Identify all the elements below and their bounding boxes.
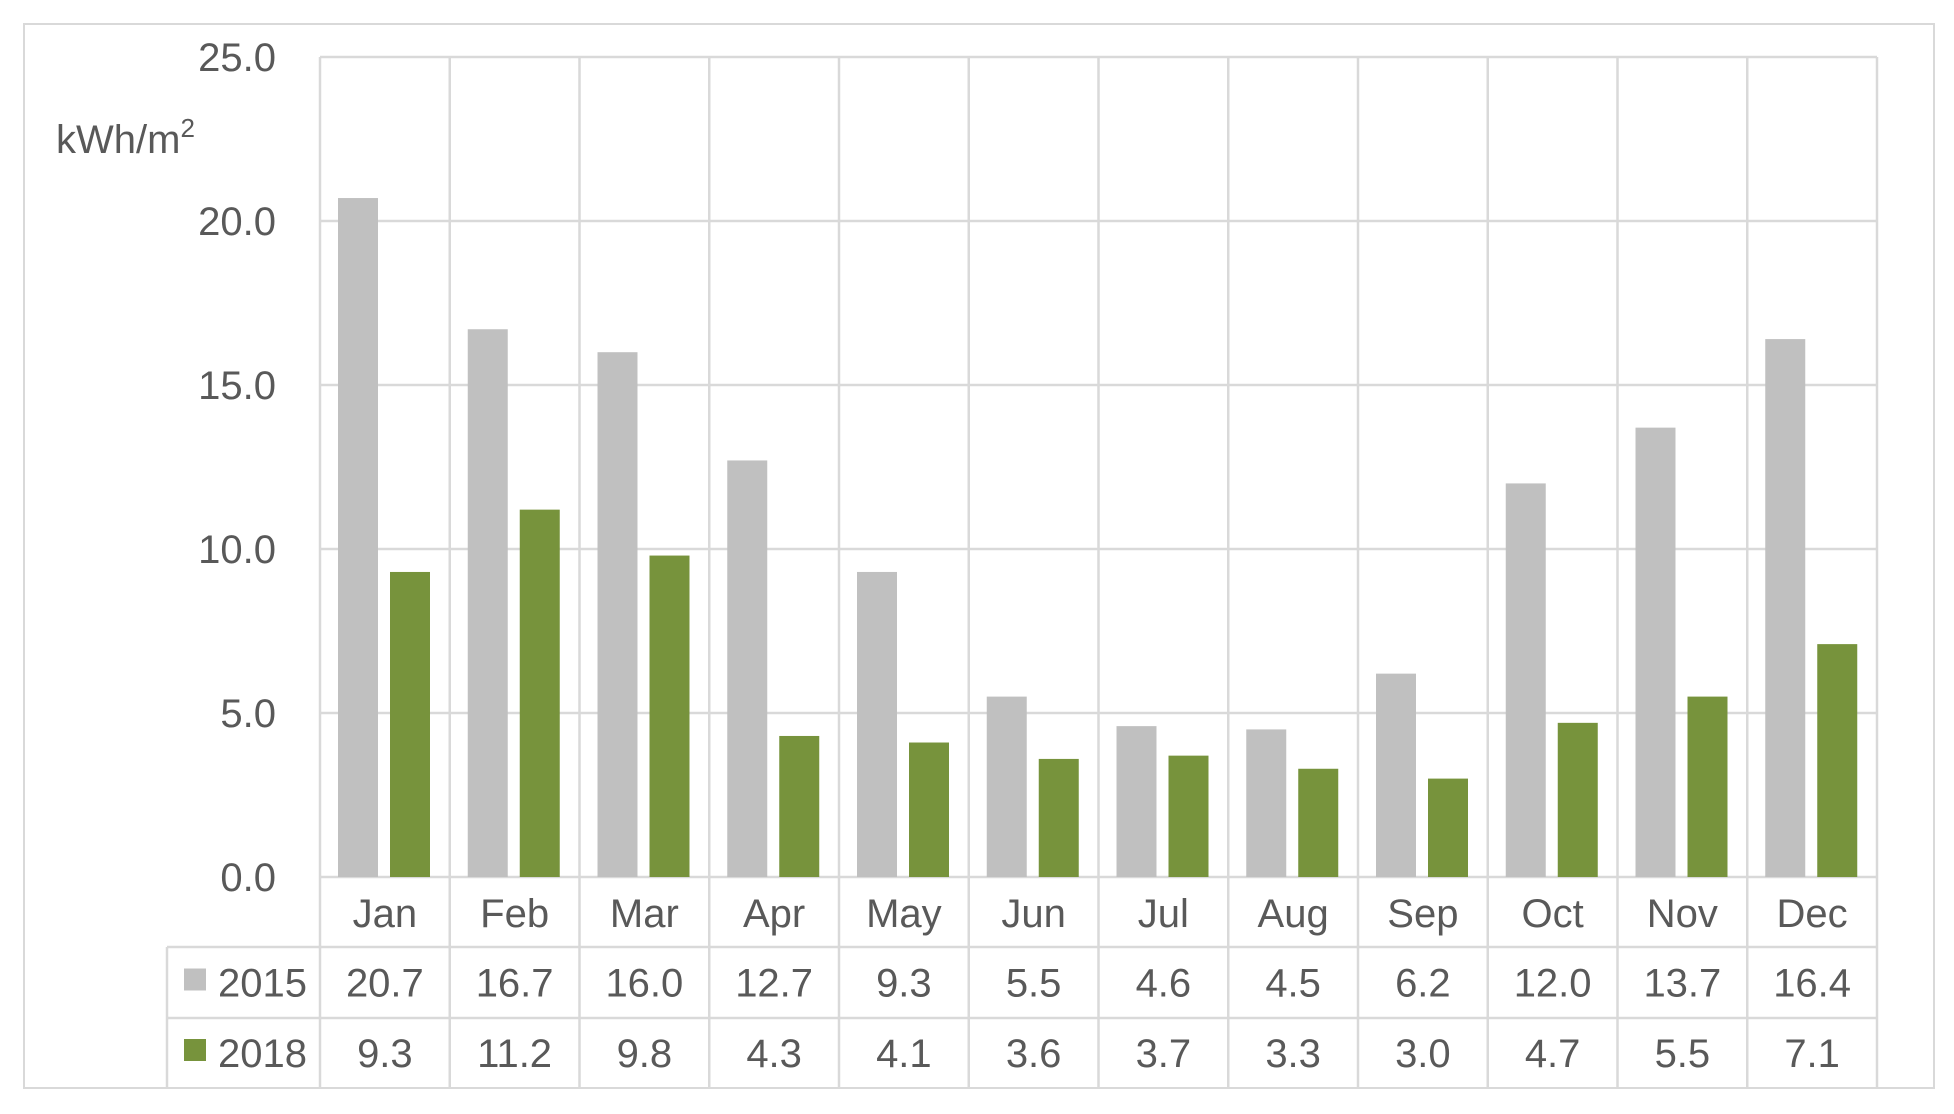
y-tick-label: 5.0 [220,692,276,736]
data-table-value: 9.3 [357,1032,413,1076]
x-tick-label: Mar [610,892,679,936]
bar-2018-oct [1557,722,1598,877]
bar-2018-jul [1168,755,1209,877]
y-tick-label: 10.0 [198,528,276,572]
data-table-value: 4.5 [1265,962,1321,1006]
bar-2015-sep [1376,673,1416,877]
x-tick-label: May [866,892,942,936]
data-table-value: 5.5 [1006,962,1062,1006]
legend-label: 2018 [218,1032,307,1076]
x-tick-label: Apr [743,892,805,936]
legend-label: 2015 [218,962,307,1006]
data-table-value: 6.2 [1395,962,1451,1006]
data-table-value: 3.3 [1265,1032,1321,1076]
data-table-value: 9.8 [617,1032,673,1076]
y-axis-label: kWh/m2 [56,113,195,162]
data-table-value: 3.6 [1006,1032,1062,1076]
bar-2018-mar [649,555,690,877]
bar-2018-aug [1298,768,1339,877]
bar-2018-jan [390,571,430,877]
data-table-value: 3.0 [1395,1032,1451,1076]
data-table-value: 12.7 [735,962,813,1006]
bar-2018-may [909,742,949,877]
data-table-value: 4.3 [746,1032,802,1076]
bar-2015-jul [1116,726,1157,877]
bar-2018-sep [1428,778,1468,877]
bar-2015-may [857,571,897,877]
data-table-value: 5.5 [1655,1032,1711,1076]
data-table-value: 13.7 [1643,962,1721,1006]
x-tick-label: Jun [1001,892,1066,936]
legend-key-2018 [184,1039,206,1061]
data-table-value: 7.1 [1784,1032,1840,1076]
bar-2018-apr [779,735,820,877]
bar-2015-apr [727,460,768,877]
x-tick-label: Oct [1522,892,1584,936]
x-tick-label: Dec [1777,892,1848,936]
data-table-value: 9.3 [876,962,932,1006]
x-tick-label: Sep [1387,892,1458,936]
x-tick-label: Jul [1138,892,1189,936]
bar-2018-feb [519,509,560,877]
data-table-value: 4.7 [1525,1032,1581,1076]
bar-2015-dec [1765,339,1806,878]
bar-2015-oct [1505,483,1546,877]
bar-2015-aug [1246,729,1287,877]
y-tick-label: 20.0 [198,200,276,244]
bar-2018-dec [1817,644,1858,877]
data-table-value: 16.0 [605,962,683,1006]
data-table-value: 11.2 [477,1032,552,1076]
bar-2018-jun [1038,758,1079,877]
bar-2015-jan [338,198,378,878]
bar-2015-nov [1635,427,1676,877]
y-tick-label: 25.0 [198,36,276,80]
bar-2015-mar [597,352,638,877]
y-tick-label: 0.0 [220,856,276,900]
data-table-value: 16.4 [1773,962,1851,1006]
data-table-value: 4.6 [1136,962,1192,1006]
x-tick-label: Feb [480,892,549,936]
y-axis-label-superscript: 2 [180,113,194,143]
data-table-value: 4.1 [876,1032,932,1076]
bar-2018-nov [1687,696,1728,877]
legend-key-2015 [184,968,206,991]
bar-2015-feb [467,329,508,877]
data-table-value: 3.7 [1136,1032,1192,1076]
x-tick-label: Aug [1258,892,1329,936]
x-tick-label: Nov [1647,892,1718,936]
data-table-value: 16.7 [476,962,554,1006]
data-table-value: 12.0 [1514,962,1592,1006]
bar-2015-jun [986,696,1027,877]
x-tick-label: Jan [353,892,418,936]
data-table-value: 20.7 [346,962,424,1006]
y-tick-label: 15.0 [198,364,276,408]
chart-border [23,23,1935,1089]
